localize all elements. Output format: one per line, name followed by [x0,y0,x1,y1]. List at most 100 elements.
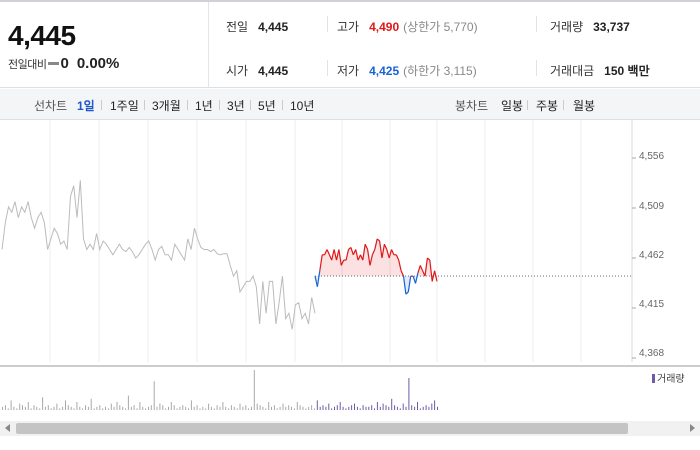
tab-weekly-candle[interactable]: 주봉 [536,99,559,113]
volume-bar [148,406,149,410]
stat-label: 시가 [226,64,249,78]
tab-divider [144,100,145,110]
volume-bar [102,408,104,410]
volume-bar [162,405,164,410]
today-segment [429,260,433,282]
volume-bar [405,406,407,410]
volume-bar [145,408,147,410]
today-segment [405,291,409,295]
volume-bar [273,405,275,410]
volume-bar [431,403,433,410]
stat-open: 시가 4,445 [226,62,288,79]
today-segment [314,275,318,287]
volume-bar [59,408,61,410]
volume-bar [265,408,267,410]
volume-bar [276,408,278,410]
candle-chart-label: 봉차트 [455,99,489,113]
tab-monthly-candle[interactable]: 월봉 [573,99,596,113]
volume-bar [328,403,330,410]
volume-bar [4,405,6,410]
today-fill-segment [355,249,359,277]
today-segment [407,276,412,293]
volume-bar [113,406,115,410]
price-chart[interactable]: 거래량 [0,120,700,420]
volume-bar [42,397,44,410]
change-value: 0 [60,55,69,72]
today-fill-segment [391,249,394,277]
stat-prev-close: 전일 4,445 [226,18,288,35]
volume-bar [302,406,304,410]
volume-bar [82,408,84,410]
tab-1d[interactable]: 1일 [77,99,95,113]
volume-bar [396,406,398,410]
tab-divider [219,100,220,110]
volume-bar [22,405,23,410]
volume-bar [342,406,344,410]
volume-bar [293,408,295,410]
volume-bar [199,408,201,410]
today-segment [335,249,340,261]
volume-bar [331,408,333,410]
volume-bar [411,405,413,410]
scroll-left-arrow[interactable] [5,424,10,432]
tab-3m[interactable]: 3개월 [152,99,181,113]
stat-value: 4,445 [258,64,289,78]
volume-bar [67,405,69,410]
volume-bar [285,406,287,410]
volume-bar [99,405,101,410]
today-segment [431,270,436,282]
volume-bar [402,403,404,410]
volume-bar [50,408,52,410]
volume-bar [408,378,410,410]
today-fill-segment [382,244,385,277]
today-fill-segment [405,276,409,295]
today-segment [369,254,373,266]
scroll-thumb[interactable] [16,423,628,434]
volume-bar [419,408,421,410]
stat-value: 4,490 [369,20,400,34]
volume-bar [159,403,161,410]
upper-limit: (상한가 5,770) [403,20,478,34]
today-fill-segment [365,244,368,277]
volume-bar [193,406,195,410]
scroll-right-arrow[interactable] [690,424,695,432]
tab-3y[interactable]: 3년 [227,99,245,113]
volume-bar [62,406,64,410]
today-segment [338,249,342,266]
today-fill-segment [334,249,337,277]
tab-daily-candle[interactable]: 일봉 [501,99,524,113]
volume-bar [110,403,112,410]
tab-1y[interactable]: 1년 [195,99,213,113]
volume-bar [248,408,250,410]
volume-bar [242,406,244,410]
volume-bar [130,406,132,410]
today-segment [357,254,362,261]
today-segment [390,249,395,256]
today-segment [402,276,407,295]
chart-scrollbar[interactable] [0,421,700,436]
tab-1w[interactable]: 1주일 [110,99,139,113]
tab-5y[interactable]: 5년 [258,99,276,113]
stat-label: 저가 [337,64,360,78]
volume-bar [222,402,224,410]
today-fill-segment [343,260,347,277]
volume-bar [30,408,32,410]
change-row: 전일대비 0 0.00% [8,55,119,72]
volume-bar [133,405,135,410]
volume-bar [425,405,427,410]
volume-bar [176,408,178,410]
volume-bar [339,402,341,410]
stat-value: 4,425 [369,64,400,78]
volume-bar [322,405,324,410]
volume-bar [53,406,55,410]
volume-bar [245,405,247,410]
prev-day-line [1,180,316,330]
today-fill-segment [379,241,382,277]
volume-bar [319,406,321,410]
tab-10y[interactable]: 10년 [290,99,315,113]
current-price: 4,445 [8,20,76,51]
tab-divider [527,100,528,110]
stat-low: 저가 4,425 (하한가 3,115) [337,62,477,79]
chart-grid [0,120,700,367]
volume-bar [345,408,347,410]
